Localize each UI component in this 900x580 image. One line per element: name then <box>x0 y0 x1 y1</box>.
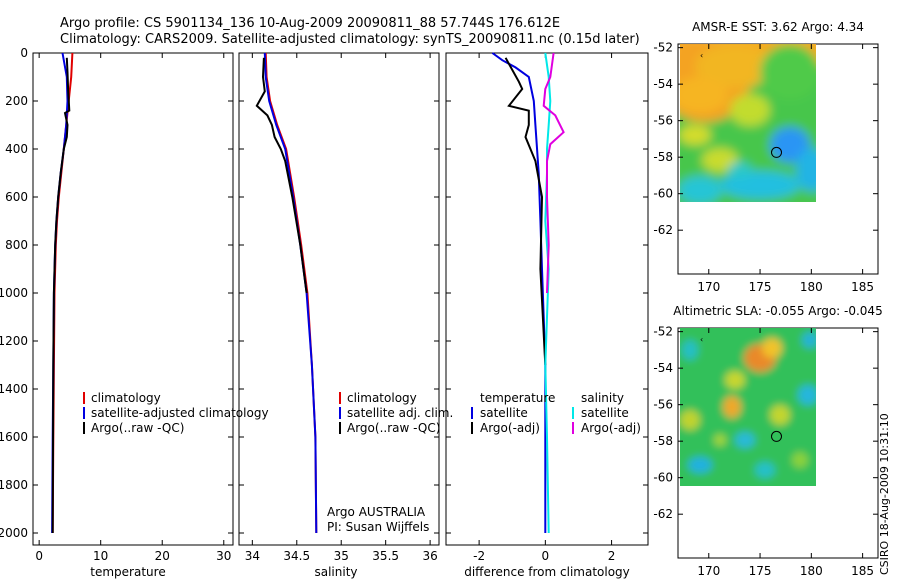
diff-series-blue <box>491 52 547 533</box>
sst-xtick-label: 185 <box>851 280 874 294</box>
title-line-1: Argo profile: CS 5901134_136 10-Aug-2009… <box>60 16 560 31</box>
sla-ytick-label: -56 <box>653 398 673 412</box>
legend-heading: temperature <box>480 391 555 405</box>
temp-ytick-label: 800 <box>5 238 28 252</box>
diff-xtick-label: 0 <box>542 549 550 563</box>
difference-legend: temperaturesatelliteArgo(-adj)salinitysa… <box>471 391 641 435</box>
legend-label: Argo(-adj) <box>581 421 641 435</box>
legend-label: climatology <box>91 391 161 405</box>
sst-argo-location-marker <box>771 146 782 158</box>
temp-ytick-label: 1800 <box>0 478 28 492</box>
difference-xlabel: difference from climatology <box>464 565 630 579</box>
sst-ytick-label: -60 <box>653 187 673 201</box>
difference-panel: -2 0 2 difference from climatology tempera… <box>445 52 649 579</box>
temperature-xlabel: temperature <box>90 565 165 579</box>
sst-ytick-label: -54 <box>653 77 673 91</box>
sst-heatmap <box>680 44 816 202</box>
sla-heatmap <box>680 328 816 486</box>
difference-plot-frame <box>445 52 649 546</box>
temp-ytick-label: 1000 <box>0 286 28 300</box>
sla-xtick-label: 180 <box>800 564 823 578</box>
sla-argo-location-marker <box>771 430 782 442</box>
temp-ytick-label: 600 <box>5 190 28 204</box>
temp-xtick-label: 10 <box>93 549 108 563</box>
temp-ytick-label: 1600 <box>0 430 28 444</box>
sal-xtick-label: 35.5 <box>372 549 399 563</box>
legend-label: Argo(-adj) <box>480 421 540 435</box>
sst-map-panel: AMSR-E SST: 3.62 Argo: 4.34 ‹ 17 <box>653 20 879 294</box>
legend-label: satellite <box>581 406 629 420</box>
salinity-xlabel: salinity <box>314 565 357 579</box>
legend-label: Argo(..raw -QC) <box>347 421 440 435</box>
sst-ytick-label: -58 <box>653 150 673 164</box>
sal-xtick-label: 34 <box>245 549 260 563</box>
legend-label: Argo(..raw -QC) <box>91 421 184 435</box>
sla-ytick-label: -54 <box>653 361 673 375</box>
sal-series-red <box>264 52 318 534</box>
sla-map-title: Altimetric SLA: -0.055 Argo: -0.045 <box>673 304 882 318</box>
sla-ytick-label: -52 <box>653 325 673 339</box>
sst-ytick-label: -52 <box>653 41 673 55</box>
temperature-panel: 0 10 20 30 0 200 400 600 800 1000 1200 1400 1600 1800… <box>0 46 269 579</box>
diff-series-black <box>504 57 547 366</box>
salinity-panel: 34 34.5 35 35.5 36 salinity climatologysatel… <box>238 52 453 579</box>
diff-xtick-label: 2 <box>608 549 616 563</box>
temp-xtick-label: 0 <box>35 549 43 563</box>
temp-xtick-label: 20 <box>155 549 170 563</box>
diff-series-magenta <box>542 52 565 294</box>
sst-arrow-glyph: ‹ <box>700 51 703 60</box>
sla-ytick-label: -60 <box>653 471 673 485</box>
sst-xtick-label: 175 <box>749 280 772 294</box>
sla-arrow-glyph: ‹ <box>700 335 703 344</box>
temp-ytick-label: 2000 <box>0 526 28 540</box>
csiro-timestamp: CSIRO 18-Aug-2009 10:31:10 <box>878 413 891 575</box>
temperature-plot-frame <box>32 52 234 546</box>
temp-ytick-label: 1400 <box>0 382 28 396</box>
sla-ytick-label: -62 <box>653 507 673 521</box>
temp-ytick-label: 1200 <box>0 334 28 348</box>
sst-ytick-label: -62 <box>653 223 673 237</box>
legend-label: climatology <box>347 391 417 405</box>
temp-ytick-label: 200 <box>5 94 28 108</box>
sst-ytick-label: -56 <box>653 114 673 128</box>
title-line-2: Climatology: CARS2009. Satellite-adjuste… <box>60 32 640 47</box>
salinity-plot-frame <box>238 52 440 546</box>
sla-xtick-label: 185 <box>851 564 874 578</box>
sst-xtick-label: 170 <box>697 280 720 294</box>
sla-map-panel: Altimetric SLA: -0.055 Argo: -0.045 <box>653 304 882 578</box>
sla-xtick-label: 175 <box>749 564 772 578</box>
sla-xtick-label: 170 <box>697 564 720 578</box>
sla-ytick-label: -58 <box>653 434 673 448</box>
temp-series-black <box>51 57 71 534</box>
sal-xtick-label: 35 <box>334 549 349 563</box>
sal-xtick-label: 36 <box>422 549 437 563</box>
legend-label: satellite-adjusted climatology <box>91 406 269 420</box>
diff-xtick-label: -2 <box>473 549 485 563</box>
sal-xtick-label: 34.5 <box>283 549 310 563</box>
legend-heading: salinity <box>581 391 624 405</box>
temp-ytick-label: 0 <box>20 46 28 60</box>
legend-label: satellite <box>480 406 528 420</box>
sal-series-black <box>255 57 308 294</box>
pi-label: PI: Susan Wijffels <box>327 520 429 534</box>
sst-xtick-label: 180 <box>800 280 823 294</box>
legend-label: satellite adj. clim. <box>347 406 453 420</box>
temp-ytick-label: 400 <box>5 142 28 156</box>
sst-map-title: AMSR-E SST: 3.62 Argo: 4.34 <box>692 20 864 34</box>
argo-australia-label: Argo AUSTRALIA <box>327 505 426 519</box>
temp-xtick-label: 30 <box>216 549 231 563</box>
temp-series-red <box>51 52 74 534</box>
